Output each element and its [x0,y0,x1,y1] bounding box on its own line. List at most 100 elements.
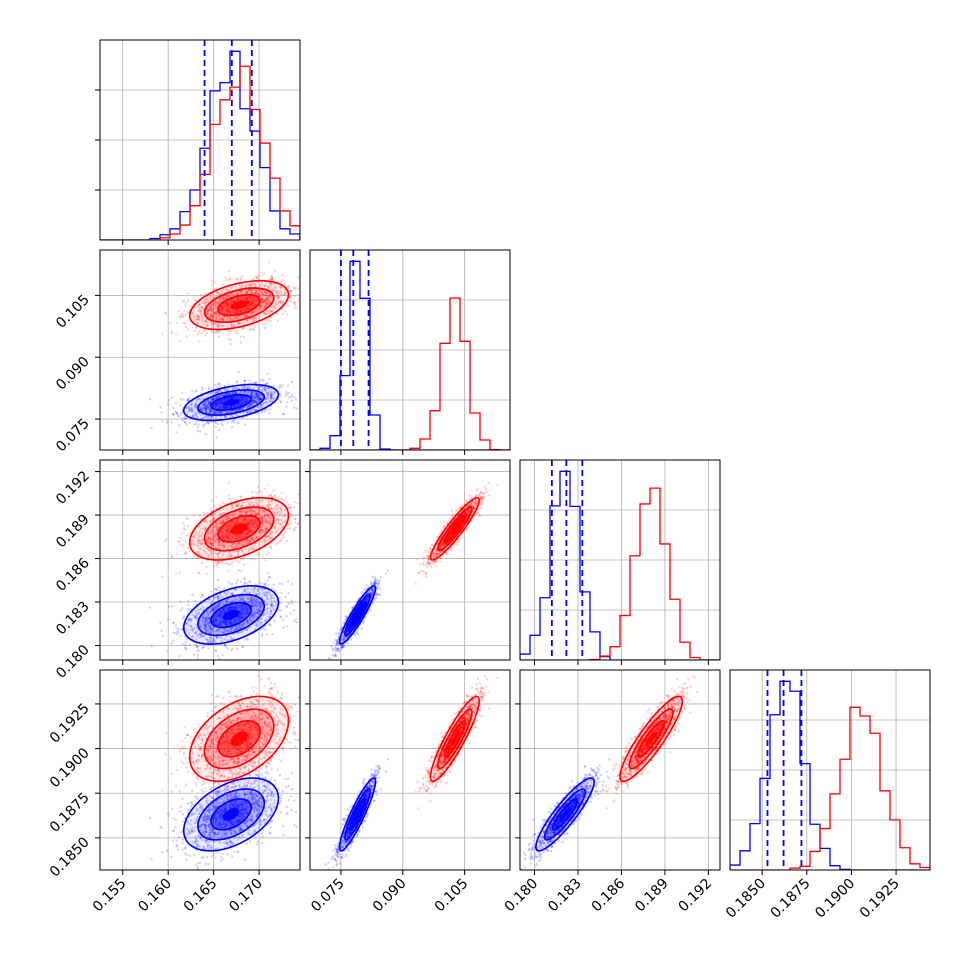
scatter-point [233,299,236,303]
scatter-point [194,326,198,329]
scatter-point [211,314,214,317]
scatter-point [255,401,259,405]
scatter-point [220,411,223,414]
scatter-point [223,398,227,402]
scatter-point [191,593,194,597]
scatter-point [246,307,249,311]
scatter-point [240,385,244,389]
scatter-point [254,291,257,295]
scatter-point [210,415,214,419]
scatter-point [226,406,229,409]
scatter-point [265,388,269,391]
scatter-point [254,401,258,404]
scatter-point [245,397,248,401]
scatter-point [305,508,307,510]
scatter-point [303,588,305,590]
scatter-point [215,563,218,567]
scatter-point [200,388,204,391]
scatter-point [215,390,218,393]
scatter-point [159,621,162,625]
scatter-point [218,411,221,415]
scatter-point [171,412,175,416]
scatter-point [260,403,264,407]
scatter-point [231,324,235,328]
scatter-point [261,298,264,301]
scatter-point [289,612,293,615]
scatter-point [186,298,190,302]
scatter-point [269,396,273,399]
scatter-point [193,404,196,407]
scatter-point [246,386,249,390]
scatter-point [265,297,268,301]
scatter-point [204,400,207,404]
scatter-point [179,600,182,604]
scatter-point [238,495,242,498]
scatter-point [252,399,255,402]
scatter-point [227,307,230,310]
scatter-point [231,396,235,400]
scatter-point [254,398,258,402]
scatter-point [214,310,218,314]
scatter-point [193,319,196,322]
scatter-point [276,296,280,300]
scatter-point [235,286,238,290]
scatter-point [263,292,267,295]
scatter-point [240,395,244,398]
scatter-point [244,396,248,399]
scatter-point [198,309,201,313]
scatter-point [215,412,218,415]
scatter-point [218,401,221,405]
scatter-point [219,401,223,405]
scatter-point [246,410,249,413]
scatter-point [236,330,240,333]
scatter-point [234,324,237,328]
scatter-point [251,328,255,331]
scatter-point [263,311,266,314]
scatter-point [179,634,182,638]
scatter-point [216,391,219,394]
scatter-point [247,299,250,303]
scatter-point [266,408,269,411]
scatter-point [247,289,251,292]
scatter-point [244,395,247,399]
scatter-point [253,400,257,403]
scatter-point [219,299,222,303]
scatter-point [189,407,193,410]
scatter-point [267,387,270,390]
scatter-point [250,400,254,403]
scatter-point [270,397,274,400]
scatter-point [227,333,230,336]
scatter-point [241,396,244,400]
scatter-point [272,384,275,388]
scatter-point [243,379,247,383]
scatter-point [227,270,231,273]
scatter-point [245,298,249,302]
scatter-point [260,385,264,388]
scatter-point [185,423,188,426]
scatter-point [274,295,277,298]
scatter-point [219,407,223,410]
scatter-point [257,277,260,281]
scatter-point [227,396,231,400]
scatter-point [247,405,251,409]
scatter-point [293,301,296,304]
scatter-point [211,317,214,320]
scatter-point [223,311,226,314]
scatter-point [216,400,220,403]
scatter-point [186,599,190,603]
scatter-point [249,285,252,288]
scatter-point [232,396,236,399]
scatter-point [215,395,219,398]
scatter-point [193,413,196,416]
scatter-point [265,294,268,298]
scatter-point [256,298,259,301]
scatter-point [214,405,218,408]
scatter-point [234,309,237,312]
scatter-point [284,291,287,294]
scatter-point [220,393,223,397]
scatter-point [186,399,190,402]
scatter-point [210,279,213,282]
scatter-point [241,401,244,405]
scatter-point [185,406,189,409]
scatter-point [225,302,229,305]
